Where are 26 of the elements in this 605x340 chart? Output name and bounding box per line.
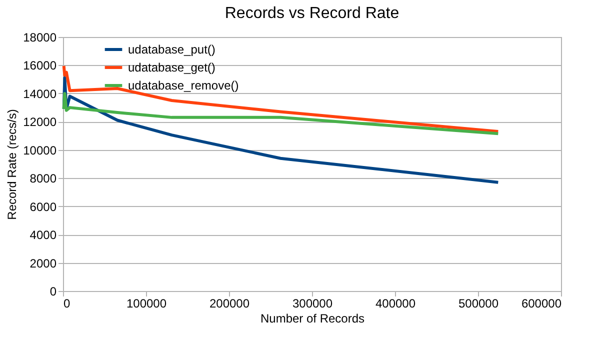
- y-tick-label: 4000: [30, 228, 57, 242]
- x-tick-label: 400000: [375, 296, 416, 310]
- y-tick-label: 16000: [23, 58, 57, 73]
- chart-title: Records vs Record Rate: [224, 5, 400, 22]
- y-tick-label: 2000: [30, 256, 57, 270]
- x-tick-label: 600000: [521, 296, 562, 310]
- legend-label: udatabase_get(): [128, 60, 216, 74]
- x-tick-label: 0: [64, 296, 70, 310]
- y-tick-label: 18000: [23, 30, 57, 44]
- legend-label: udatabase_put(): [128, 42, 216, 56]
- x-tick-label: 300000: [292, 296, 333, 310]
- line-series: [62, 64, 500, 134]
- legend-label: udatabase_remove(): [128, 78, 239, 92]
- x-tick-label: 200000: [209, 296, 250, 310]
- line-series: [62, 76, 500, 184]
- y-tick-label: 0: [50, 284, 57, 298]
- x-tick-label: 100000: [126, 296, 167, 310]
- y-axis-title: Record Rate (recs/s): [5, 109, 20, 220]
- y-tick-label: 8000: [30, 172, 57, 186]
- y-tick-label: 10000: [23, 143, 57, 158]
- y-tick-label: 6000: [30, 200, 57, 214]
- line-series: [62, 92, 500, 136]
- x-tick-label: 500000: [458, 296, 499, 310]
- y-tick-label: 12000: [23, 115, 57, 130]
- x-axis-title: Number of Records: [260, 312, 365, 326]
- y-tick-label: 14000: [23, 86, 57, 101]
